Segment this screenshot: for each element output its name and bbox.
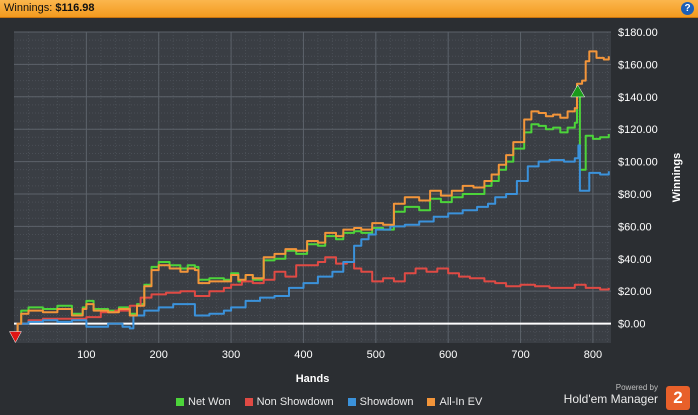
- x-tick-label: 400: [294, 349, 312, 361]
- y-tick-label: $40.00: [618, 254, 652, 266]
- x-tick-label: 700: [511, 349, 529, 361]
- x-tick-label: 600: [439, 349, 457, 361]
- max-marker: [570, 84, 586, 98]
- x-tick-label: 800: [584, 349, 602, 361]
- legend-label-non-showdown: Non Showdown: [256, 396, 334, 408]
- legend-swatch-net-won: [176, 398, 184, 406]
- series-line-net-won: [14, 92, 610, 338]
- series-line-showdown: [14, 144, 610, 338]
- y-tick-label: $0.00: [618, 319, 646, 331]
- y-tick-label: $80.00: [618, 189, 652, 201]
- x-tick-label: 500: [367, 349, 385, 361]
- winnings-label: Winnings:: [4, 2, 53, 14]
- y-tick-label: $60.00: [618, 221, 652, 233]
- legend: Net Won Non Showdown Showdown All-In EV: [176, 396, 482, 408]
- series-line-non-showdown: [14, 256, 610, 338]
- legend-item-net-won[interactable]: Net Won: [176, 396, 231, 408]
- y-tick-label: $140.00: [618, 92, 658, 104]
- hem2-logo-icon: 2: [666, 386, 690, 410]
- legend-label-all-in-ev: All-In EV: [439, 396, 483, 408]
- y-tick-label: $100.00: [618, 157, 658, 169]
- x-tick-label: 200: [150, 349, 168, 361]
- powered-by-text: Powered by: [615, 383, 658, 392]
- y-tick-label: $120.00: [618, 124, 658, 136]
- legend-item-showdown[interactable]: Showdown: [347, 396, 414, 408]
- y-tick-label: $180.00: [618, 27, 658, 39]
- legend-swatch-showdown: [347, 398, 356, 406]
- winnings-title: Winnings: $116.98: [4, 2, 95, 14]
- y-tick-label: $20.00: [618, 286, 652, 298]
- y-axis-title: Winnings: [671, 153, 683, 202]
- legend-item-non-showdown[interactable]: Non Showdown: [244, 396, 334, 408]
- x-axis-title: Hands: [296, 373, 330, 385]
- x-tick-label: 100: [77, 349, 95, 361]
- series-line-all-in-ev: [14, 50, 610, 338]
- legend-label-net-won: Net Won: [188, 396, 231, 408]
- legend-swatch-non-showdown: [244, 398, 253, 406]
- legend-swatch-all-in-ev: [427, 398, 436, 406]
- winnings-value: $116.98: [55, 2, 95, 14]
- product-name: Hold'em Manager: [563, 392, 658, 406]
- min-marker: [9, 331, 22, 344]
- branding: Powered by Hold'em Manager 2: [560, 383, 690, 413]
- x-tick-label: 300: [222, 349, 240, 361]
- legend-item-all-in-ev[interactable]: All-In EV: [427, 396, 482, 408]
- y-tick-label: $160.00: [618, 59, 658, 71]
- help-icon[interactable]: ?: [681, 2, 694, 15]
- title-bar: Winnings: $116.98 ?: [0, 0, 698, 18]
- legend-label-showdown: Showdown: [359, 396, 414, 408]
